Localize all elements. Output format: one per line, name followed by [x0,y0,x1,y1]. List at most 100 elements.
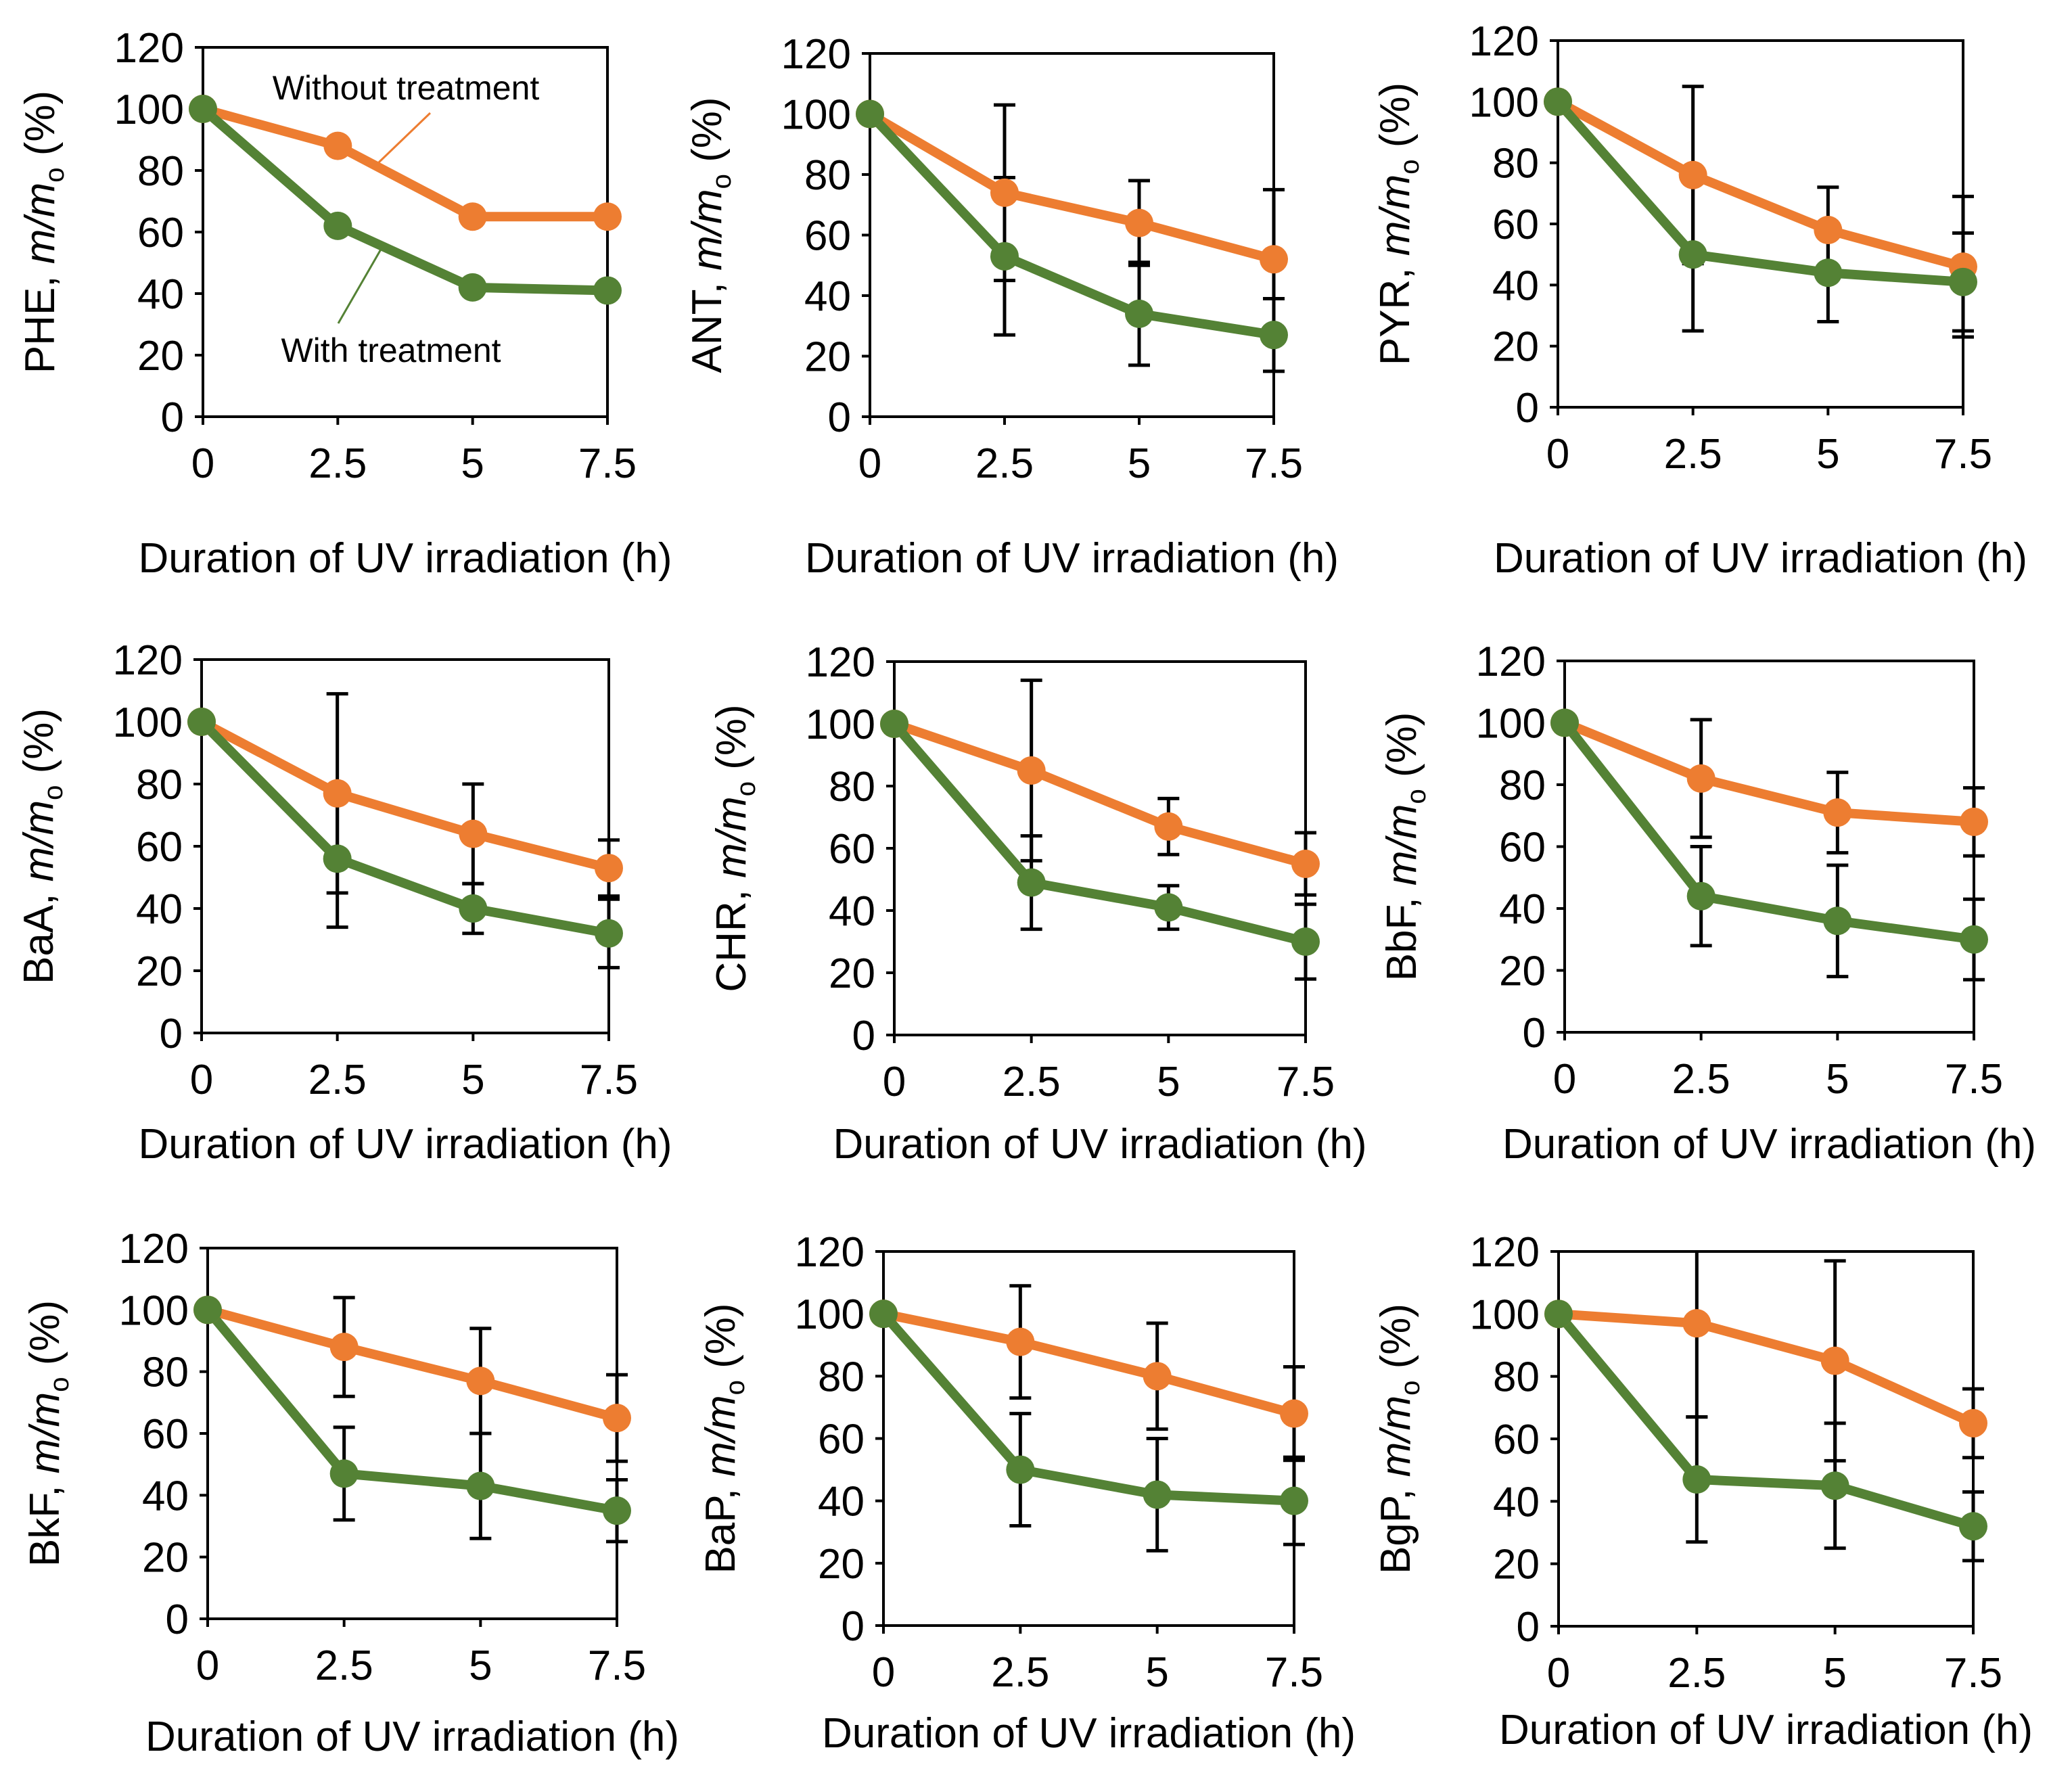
panel-phe: 0 20 40 60 80 100 120 0 2.5 5 7.5 Duration of UV ir… [17,25,672,582]
data-point-with-treatment [990,242,1019,271]
y-tick-label: 100 [806,702,875,748]
x-tick-label: 2.5 [1667,1650,1726,1697]
data-point-with-treatment [1291,927,1320,956]
y-tick-label: 0 [842,1603,865,1650]
legend-without-treatment: Without treatment [273,69,540,107]
data-point-with-treatment [869,1300,898,1329]
y-axis-title: BaA, m/mo (%) [16,708,68,984]
panel-bbf: 0 20 40 60 80 100 120 0 2.5 5 7.5 Duration of UV ir… [1379,639,2036,1168]
data-point-with-treatment [329,1459,359,1488]
y-tick-label: 0 [1517,1604,1540,1651]
y-tick-label: 60 [1493,1417,1540,1463]
data-point-with-treatment [1823,906,1852,936]
y-axis-title: BgP, m/mo (%) [1373,1304,1425,1574]
y-axis-title-suffix: (%) [684,97,731,174]
x-tick-label: 5 [461,440,484,487]
y-tick-label: 0 [166,1596,189,1643]
y-tick-label: 60 [1492,202,1539,248]
y-tick-label: 80 [818,1354,865,1400]
y-tick-label: 0 [828,394,851,441]
plot-frame [206,1247,618,1620]
data-point-with-treatment [1949,267,1977,296]
data-point-without-treatment [1143,1362,1172,1391]
data-point-with-treatment [466,1471,495,1500]
x-axis-title: Duration of UV irradiation (h) [1494,535,2027,582]
y-axis-title-subscript: o [40,167,70,182]
y-axis-title-subscript: o [731,781,761,796]
data-point-with-treatment [1280,1486,1308,1515]
y-tick-label: 120 [113,637,183,684]
y-tick-label: 80 [1492,141,1539,187]
y-axis-title-subscript: o [45,1377,74,1392]
y-axis-title-ratio: m/m [16,800,62,882]
x-tick-label: 0 [1546,431,1569,478]
x-tick-label: 0 [1553,1056,1576,1103]
y-axis-title-prefix: BaA, [16,881,62,984]
y-tick-label: 80 [136,762,183,808]
data-point-with-treatment [1006,1455,1035,1484]
y-axis-title-ratio: m/m [22,1392,68,1474]
y-axis-title: BaP, m/mo (%) [697,1303,750,1573]
x-tick-label: 2.5 [975,440,1034,487]
y-axis-title-suffix: (%) [708,704,755,781]
x-axis-title: Duration of UV irradiation (h) [145,1714,679,1760]
y-tick-label: 60 [1499,825,1546,871]
x-axis-title: Duration of UV irradiation (h) [1499,1707,2033,1753]
y-tick-label: 80 [142,1350,189,1396]
y-tick-label: 100 [113,699,183,746]
data-point-with-treatment [1125,299,1153,328]
data-point-without-treatment [1814,216,1843,245]
y-tick-label: 40 [804,273,851,320]
y-tick-label: 80 [1493,1354,1540,1401]
y-tick-label: 100 [781,92,851,139]
y-tick-label: 20 [1492,324,1539,371]
x-tick-label: 0 [872,1649,895,1696]
series-line-with-treatment [203,1305,622,1516]
data-point-with-treatment [603,1496,631,1525]
data-point-with-treatment [323,211,352,240]
x-tick-label: 5 [1128,440,1151,487]
y-axis-title: CHR, m/mo (%) [708,704,761,992]
y-axis-title: BkF, m/mo (%) [22,1300,74,1567]
data-point-with-treatment [458,273,487,302]
y-axis-title-suffix: (%) [1379,712,1425,789]
x-tick-label: 7.5 [588,1642,646,1689]
data-point-without-treatment [1960,807,1988,836]
data-point-with-treatment [1544,87,1572,116]
y-axis-title-ratio: m/m [1373,1396,1419,1477]
y-axis-title-prefix: PYR, [1372,256,1419,365]
y-tick-label: 20 [142,1535,189,1582]
series-line-with-treatment [879,1309,1299,1506]
legend-with-treatment: With treatment [281,331,501,369]
y-axis-title-prefix: ANT, [684,271,731,373]
x-tick-label: 5 [1823,1650,1846,1697]
series-line-without-treatment [1553,97,1968,272]
y-tick-label: 80 [829,764,875,810]
data-point-without-treatment [1686,764,1716,793]
plot-frame [1563,660,1975,1034]
data-point-with-treatment [189,95,217,123]
x-tick-label: 0 [1547,1650,1570,1697]
series-line-with-treatment [1554,1309,1978,1532]
plot-frame [882,1250,1295,1627]
panel-bgp: 0 20 40 60 80 100 120 0 2.5 5 7.5 Duration of UV ir… [1373,1229,2033,1753]
series-line-without-treatment [1560,718,1979,827]
data-point-without-treatment [1959,1408,1987,1438]
x-tick-label: 7.5 [1945,1056,2003,1103]
y-tick-label: 20 [818,1541,865,1588]
panel-bap: 0 20 40 60 80 100 120 0 2.5 5 7.5 Duration of UV ir… [697,1229,1356,1757]
data-point-without-treatment [1154,812,1183,841]
x-tick-label: 7.5 [1276,1059,1335,1105]
data-point-without-treatment [1823,798,1852,827]
data-point-without-treatment [1820,1346,1849,1375]
x-tick-label: 2.5 [315,1642,373,1689]
y-tick-label: 80 [804,152,851,199]
y-tick-label: 80 [1499,762,1546,809]
x-tick-label: 7.5 [1245,440,1303,487]
y-tick-label: 40 [1493,1479,1540,1525]
y-axis-title-prefix: BkF, [22,1473,68,1567]
data-point-without-treatment [1291,850,1320,878]
y-tick-label: 100 [1476,701,1546,748]
y-tick-label: 40 [142,1473,189,1519]
